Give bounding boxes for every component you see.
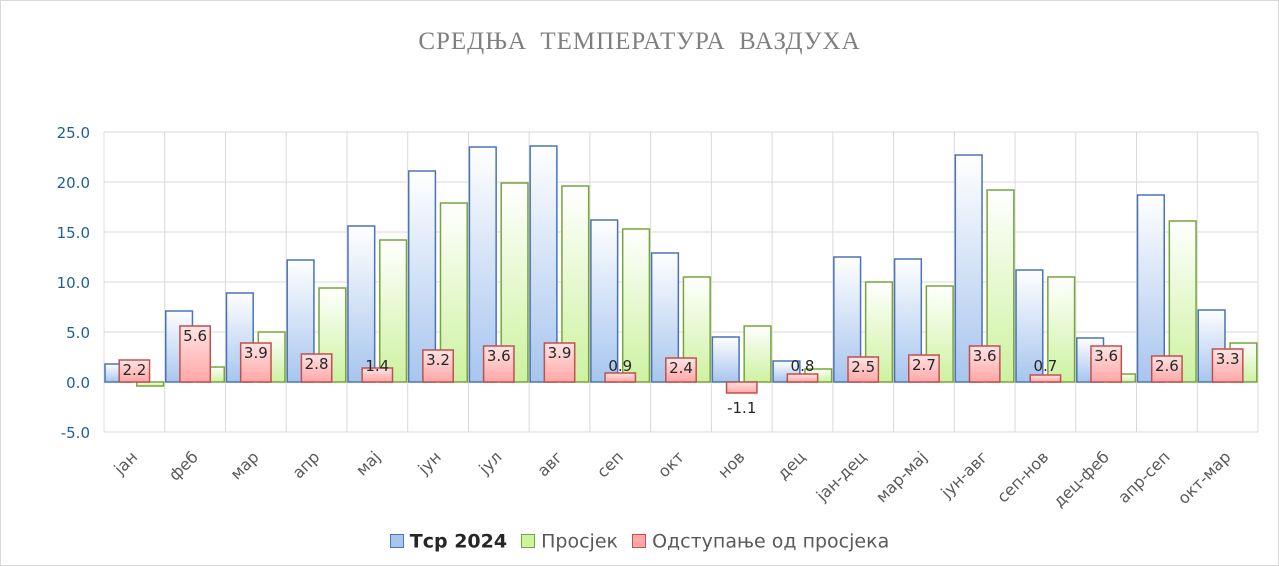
bar-series-1 (286, 259, 315, 383)
bar-series-3 (300, 353, 333, 383)
x-tick-label: апр-сеп (1114, 447, 1174, 507)
x-tick-label: мар-мај (872, 447, 931, 506)
data-label-series-3: 2.8 (305, 355, 329, 373)
x-tick-label: јан (110, 447, 142, 479)
bar-series-3 (908, 354, 940, 383)
legend-item-series-2: Просјек (521, 530, 618, 553)
y-tick-label: 10.0 (57, 274, 90, 292)
data-label-series-3: 1.4 (365, 357, 389, 375)
x-tick-label: јун-авг (937, 447, 992, 502)
data-label-series-3: 0.8 (791, 357, 815, 375)
legend-swatch-series-2 (521, 534, 536, 549)
data-label-series-3: 0.9 (608, 357, 632, 375)
bar-series-1 (833, 256, 862, 383)
bar-series-3 (1150, 355, 1183, 383)
chart-legend: Tср 2024 Просјек Одступање од просјека (0, 530, 1279, 553)
data-label-series-3: 5.6 (183, 327, 207, 345)
legend-label-series-3: Одступање од просјека (652, 530, 890, 553)
data-label-series-3: 2.2 (122, 361, 146, 379)
x-tick-label: мар (227, 447, 263, 483)
y-tick-label: 20.0 (57, 174, 90, 192)
data-label-series-3: 3.6 (487, 347, 511, 365)
bar-series-2 (1047, 276, 1076, 383)
x-tick-label: сеп (593, 447, 627, 481)
bar-series-3 (1211, 348, 1244, 383)
x-tick-label: јун (414, 447, 445, 478)
bar-series-3 (968, 345, 1001, 383)
bar-series-2 (621, 228, 651, 383)
x-tick-label: феб (165, 447, 202, 484)
y-tick-label: -5.0 (61, 424, 90, 442)
x-tick-label: јул (474, 447, 505, 478)
x-tick-label: окт-мар (1174, 447, 1235, 508)
bar-series-3 (422, 349, 454, 383)
bar-series-1 (468, 146, 497, 383)
bar-series-2 (378, 239, 408, 383)
x-tick-label: авг (533, 447, 566, 480)
x-tick-label: апр (288, 447, 323, 482)
bar-series-1 (590, 219, 619, 383)
legend-item-series-3: Одступање од просјека (632, 530, 889, 553)
bar-series-1 (347, 225, 376, 383)
bar-series-1 (1136, 194, 1166, 383)
bar-series-3 (604, 372, 637, 383)
y-tick-label: 15.0 (57, 224, 90, 242)
bar-series-3 (725, 381, 758, 394)
bar-series-3 (847, 356, 880, 383)
bar-series-3 (118, 359, 151, 383)
data-label-series-3: 3.3 (1216, 350, 1240, 368)
bar-series-1 (711, 336, 740, 383)
data-label-series-3: 2.4 (669, 359, 693, 377)
bar-series-3 (361, 367, 394, 383)
legend-swatch-series-3 (632, 534, 647, 549)
bar-series-3 (1090, 345, 1123, 383)
bar-series-2 (1168, 220, 1197, 383)
bar-series-1 (1015, 269, 1044, 383)
x-tick-label: јан-дец (812, 447, 870, 505)
bar-series-1 (954, 154, 983, 383)
data-label-series-3: 2.7 (912, 356, 936, 374)
legend-label-series-2: Просјек (541, 530, 619, 553)
x-tick-label: мај (352, 447, 384, 479)
bar-series-3 (239, 342, 272, 383)
legend-swatch-series-1 (389, 534, 404, 549)
data-label-series-3: -1.1 (727, 399, 756, 417)
x-tick-label: дец-феб (1049, 447, 1113, 511)
x-tick-label: сеп-нов (993, 447, 1052, 506)
x-tick-label: нов (714, 447, 748, 481)
data-label-series-3: 3.2 (426, 351, 450, 369)
bar-series-1 (407, 170, 437, 383)
data-label-series-3: 3.6 (1094, 347, 1118, 365)
x-tick-label: окт (654, 447, 688, 481)
data-label-series-3: 3.9 (244, 344, 268, 362)
chart-title: СРЕДЊА ТЕМПЕРАТУРА ВАЗДУХА (418, 28, 861, 55)
legend-item-series-1: Tср 2024 (389, 530, 508, 553)
legend-label-series-1: Tср 2024 (409, 530, 508, 553)
bar-series-3 (1029, 374, 1062, 383)
bar-series-2 (743, 325, 772, 383)
y-tick-label: 0.0 (66, 374, 90, 392)
data-label-series-3: 2.5 (851, 358, 875, 376)
data-label-series-3: 3.6 (973, 347, 997, 365)
bar-series-3 (786, 373, 819, 383)
bar-series-3 (543, 342, 576, 383)
bar-series-3 (482, 345, 515, 383)
x-tick-label: дец (773, 447, 809, 483)
y-tick-label: 5.0 (66, 324, 90, 342)
data-label-series-3: 2.6 (1155, 357, 1179, 375)
data-label-series-3: 3.9 (548, 344, 572, 362)
data-label-series-3: 0.7 (1033, 357, 1057, 375)
bar-series-3 (665, 357, 697, 383)
y-tick-label: 25.0 (57, 124, 90, 142)
bar-series-3 (179, 325, 212, 383)
